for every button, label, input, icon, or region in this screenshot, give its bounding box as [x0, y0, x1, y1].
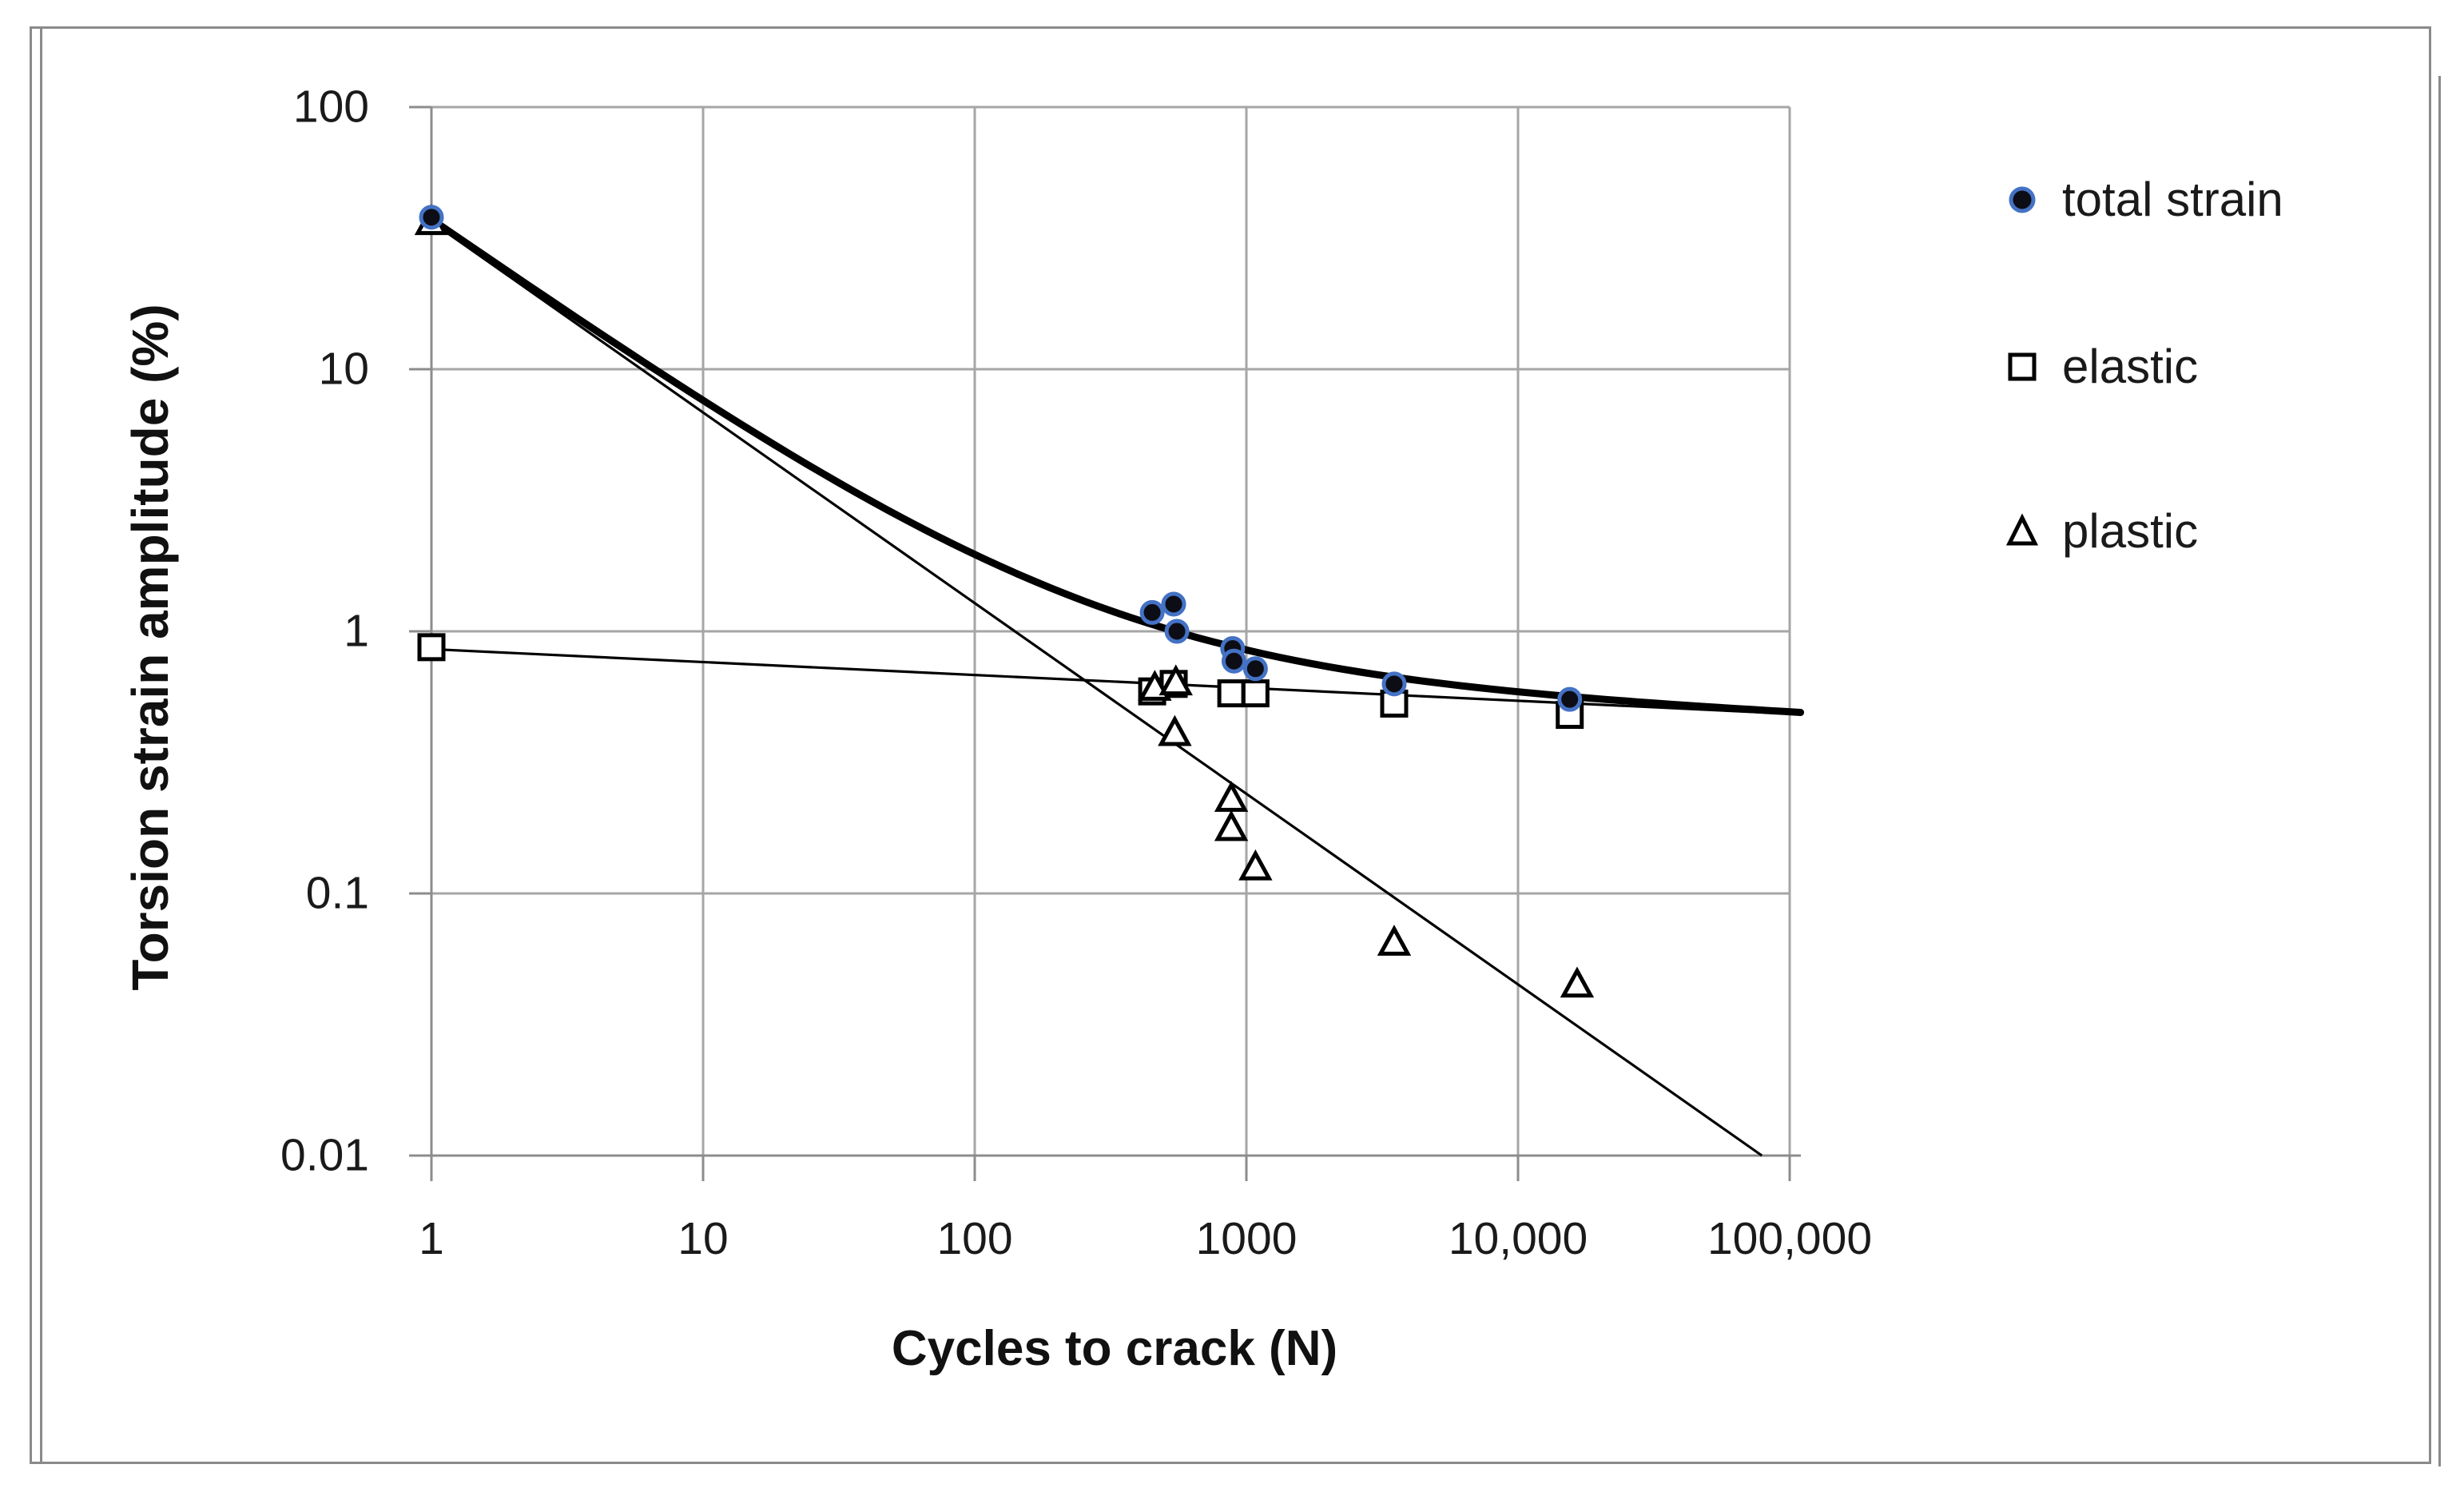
total-strain-data-marker [419, 205, 444, 230]
plastic-data-marker [1214, 781, 1249, 812]
plastic-fit-line [431, 221, 1763, 1157]
legend-item-elastic: elastic [2001, 331, 2198, 403]
x-tick-label: 100 [936, 1213, 1013, 1264]
frame-inner-left-line [40, 29, 42, 1462]
total-strain-data-marker [1161, 591, 1186, 617]
elastic-fit-line [431, 647, 1790, 715]
legend-label: elastic [2062, 340, 2199, 393]
plastic-data-marker [1238, 849, 1273, 881]
plastic-data-marker [1377, 925, 1412, 956]
elastic-data-marker [417, 633, 446, 662]
elastic-data-marker [1217, 679, 1246, 708]
total-strain-data-marker [1221, 648, 1246, 674]
plastic-data-marker [1158, 714, 1192, 746]
plastic-data-marker [1560, 966, 1595, 998]
y-tick-label: 0.1 [305, 867, 369, 919]
total-fit-curve [427, 215, 1805, 716]
x-tick-label: 1 [419, 1213, 444, 1264]
frame-outer-right-line [2438, 76, 2441, 1466]
legend-label: total strain [2062, 173, 2283, 226]
x-tick-label: 100,000 [1707, 1213, 1873, 1264]
x-tick-label: 10 [678, 1213, 729, 1264]
y-tick-label: 1 [344, 605, 369, 657]
total-strain-data-marker [1164, 619, 1190, 644]
total-strain-data-marker [1139, 599, 1165, 625]
legend-item-total-strain: total strain [2001, 164, 2283, 236]
open-triangle-icon [2005, 513, 2039, 546]
y-tick-label: 10 [318, 343, 369, 395]
x-tick-label: 1000 [1195, 1213, 1298, 1264]
legend-item-plastic: plastic [2001, 495, 2198, 567]
plastic-data-marker [1214, 810, 1249, 842]
y-axis-title: Torsion strain amplitude (%) [121, 304, 179, 991]
total-strain-data-marker [1242, 656, 1268, 682]
chart-frame [30, 26, 2431, 1464]
x-tick-label: 10,000 [1448, 1213, 1588, 1264]
total-strain-data-marker [1381, 671, 1407, 697]
x-axis-title: Cycles to crack (N) [891, 1321, 1338, 1376]
open-square-icon [2008, 352, 2037, 381]
legend-label: plastic [2062, 504, 2199, 558]
total-strain-data-marker [1557, 686, 1583, 712]
plastic-data-marker [1158, 664, 1193, 696]
y-tick-label: 100 [292, 81, 369, 133]
filled-circle-icon [2009, 186, 2036, 213]
elastic-data-marker [1241, 679, 1270, 708]
y-tick-label: 0.01 [280, 1129, 369, 1181]
